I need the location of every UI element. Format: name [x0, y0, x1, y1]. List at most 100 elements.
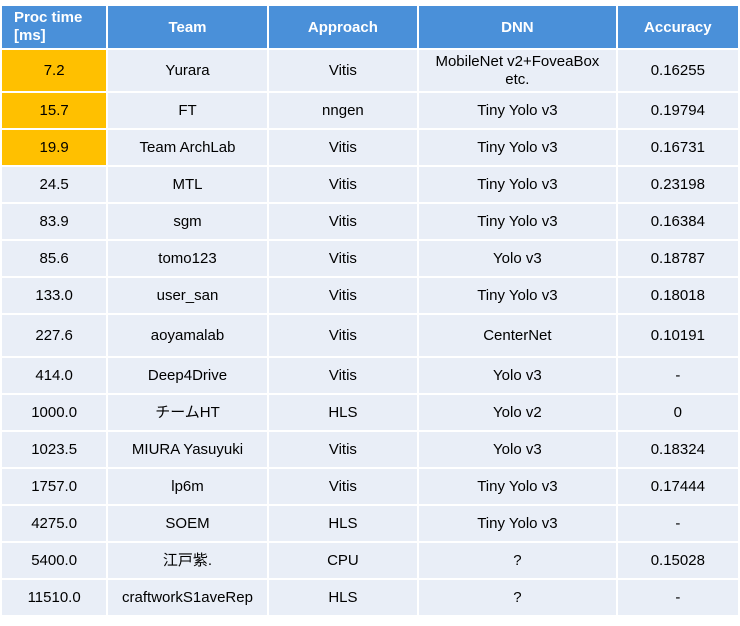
- cell-dnn: Tiny Yolo v3: [419, 204, 616, 239]
- table-row: 85.6 tomo123 Vitis Yolo v3 0.18787: [2, 241, 738, 276]
- cell-accuracy: -: [617, 580, 738, 615]
- header-proc-time: Proc time [ms]: [2, 6, 107, 48]
- header-approach: Approach: [268, 6, 418, 48]
- cell-team: 江戸紫.: [108, 543, 267, 578]
- cell-team: craftworkS1aveRep: [108, 580, 267, 615]
- table-row: 7.2 Yurara Vitis MobileNet v2+FoveaBox e…: [2, 50, 738, 91]
- cell-time: 83.9: [2, 204, 107, 239]
- header-team: Team: [108, 6, 267, 48]
- cell-accuracy: -: [617, 358, 738, 393]
- cell-dnn: Tiny Yolo v3: [419, 167, 616, 202]
- cell-accuracy: 0.18324: [617, 432, 738, 467]
- cell-accuracy: 0.23198: [617, 167, 738, 202]
- cell-time: 227.6: [2, 315, 107, 356]
- cell-team: tomo123: [108, 241, 267, 276]
- cell-approach: Vitis: [268, 50, 418, 91]
- cell-time: 19.9: [2, 130, 107, 165]
- cell-time: 1023.5: [2, 432, 107, 467]
- cell-dnn: Yolo v3: [419, 241, 616, 276]
- cell-time: 85.6: [2, 241, 107, 276]
- cell-time: 7.2: [2, 50, 107, 91]
- cell-team: sgm: [108, 204, 267, 239]
- cell-accuracy: 0.18018: [617, 278, 738, 313]
- cell-approach: Vitis: [268, 241, 418, 276]
- table-row: 1023.5 MIURA Yasuyuki Vitis Yolo v3 0.18…: [2, 432, 738, 467]
- cell-accuracy: 0: [617, 395, 738, 430]
- cell-dnn: Tiny Yolo v3: [419, 278, 616, 313]
- cell-dnn: MobileNet v2+FoveaBox etc.: [419, 50, 616, 91]
- cell-time: 11510.0: [2, 580, 107, 615]
- cell-time: 4275.0: [2, 506, 107, 541]
- cell-dnn: ?: [419, 543, 616, 578]
- cell-dnn: Tiny Yolo v3: [419, 130, 616, 165]
- table-row: 15.7 FT nngen Tiny Yolo v3 0.19794: [2, 93, 738, 128]
- cell-team: Deep4Drive: [108, 358, 267, 393]
- cell-team: aoyamalab: [108, 315, 267, 356]
- cell-team: FT: [108, 93, 267, 128]
- cell-dnn: Tiny Yolo v3: [419, 93, 616, 128]
- cell-time: 1757.0: [2, 469, 107, 504]
- cell-approach: CPU: [268, 543, 418, 578]
- header-proc-time-line2: [ms]: [14, 27, 46, 44]
- cell-dnn: Yolo v3: [419, 432, 616, 467]
- cell-approach: nngen: [268, 93, 418, 128]
- cell-time: 414.0: [2, 358, 107, 393]
- cell-accuracy: 0.15028: [617, 543, 738, 578]
- cell-time: 15.7: [2, 93, 107, 128]
- cell-approach: Vitis: [268, 469, 418, 504]
- table-row: 4275.0 SOEM HLS Tiny Yolo v3 -: [2, 506, 738, 541]
- cell-team: lp6m: [108, 469, 267, 504]
- cell-time: 1000.0: [2, 395, 107, 430]
- table-row: 227.6 aoyamalab Vitis CenterNet 0.10191: [2, 315, 738, 356]
- table-row: 1000.0 チームHT HLS Yolo v2 0: [2, 395, 738, 430]
- header-proc-time-line1: Proc time: [14, 9, 83, 26]
- cell-dnn: CenterNet: [419, 315, 616, 356]
- table-row: 19.9 Team ArchLab Vitis Tiny Yolo v3 0.1…: [2, 130, 738, 165]
- cell-team: Team ArchLab: [108, 130, 267, 165]
- cell-dnn: Yolo v2: [419, 395, 616, 430]
- cell-accuracy: 0.10191: [617, 315, 738, 356]
- cell-accuracy: 0.18787: [617, 241, 738, 276]
- header-row: Proc time [ms] Team Approach DNN Accurac…: [2, 6, 738, 48]
- cell-approach: Vitis: [268, 432, 418, 467]
- cell-time: 24.5: [2, 167, 107, 202]
- table-row: 11510.0 craftworkS1aveRep HLS ? -: [2, 580, 738, 615]
- table-row: 1757.0 lp6m Vitis Tiny Yolo v3 0.17444: [2, 469, 738, 504]
- cell-accuracy: 0.19794: [617, 93, 738, 128]
- cell-dnn: Tiny Yolo v3: [419, 469, 616, 504]
- table-row: 133.0 user_san Vitis Tiny Yolo v3 0.1801…: [2, 278, 738, 313]
- cell-time: 5400.0: [2, 543, 107, 578]
- cell-team: チームHT: [108, 395, 267, 430]
- cell-approach: HLS: [268, 395, 418, 430]
- header-accuracy: Accuracy: [617, 6, 738, 48]
- cell-team: MIURA Yasuyuki: [108, 432, 267, 467]
- cell-approach: HLS: [268, 506, 418, 541]
- cell-dnn: ?: [419, 580, 616, 615]
- cell-accuracy: 0.16384: [617, 204, 738, 239]
- cell-approach: Vitis: [268, 130, 418, 165]
- cell-dnn: Tiny Yolo v3: [419, 506, 616, 541]
- table-row: 24.5 MTL Vitis Tiny Yolo v3 0.23198: [2, 167, 738, 202]
- cell-team: Yurara: [108, 50, 267, 91]
- results-table: Proc time [ms] Team Approach DNN Accurac…: [0, 4, 740, 617]
- cell-approach: HLS: [268, 580, 418, 615]
- cell-accuracy: 0.16255: [617, 50, 738, 91]
- cell-time: 133.0: [2, 278, 107, 313]
- header-dnn: DNN: [419, 6, 616, 48]
- table-row: 5400.0 江戸紫. CPU ? 0.15028: [2, 543, 738, 578]
- cell-approach: Vitis: [268, 358, 418, 393]
- cell-dnn: Yolo v3: [419, 358, 616, 393]
- cell-dnn-line2: etc.: [505, 70, 530, 88]
- cell-dnn-line1: MobileNet v2+FoveaBox: [435, 52, 600, 70]
- cell-team: MTL: [108, 167, 267, 202]
- table-row: 414.0 Deep4Drive Vitis Yolo v3 -: [2, 358, 738, 393]
- cell-team: user_san: [108, 278, 267, 313]
- cell-approach: Vitis: [268, 167, 418, 202]
- cell-accuracy: 0.16731: [617, 130, 738, 165]
- cell-approach: Vitis: [268, 204, 418, 239]
- cell-accuracy: 0.17444: [617, 469, 738, 504]
- cell-approach: Vitis: [268, 315, 418, 356]
- table-row: 83.9 sgm Vitis Tiny Yolo v3 0.16384: [2, 204, 738, 239]
- cell-accuracy: -: [617, 506, 738, 541]
- cell-approach: Vitis: [268, 278, 418, 313]
